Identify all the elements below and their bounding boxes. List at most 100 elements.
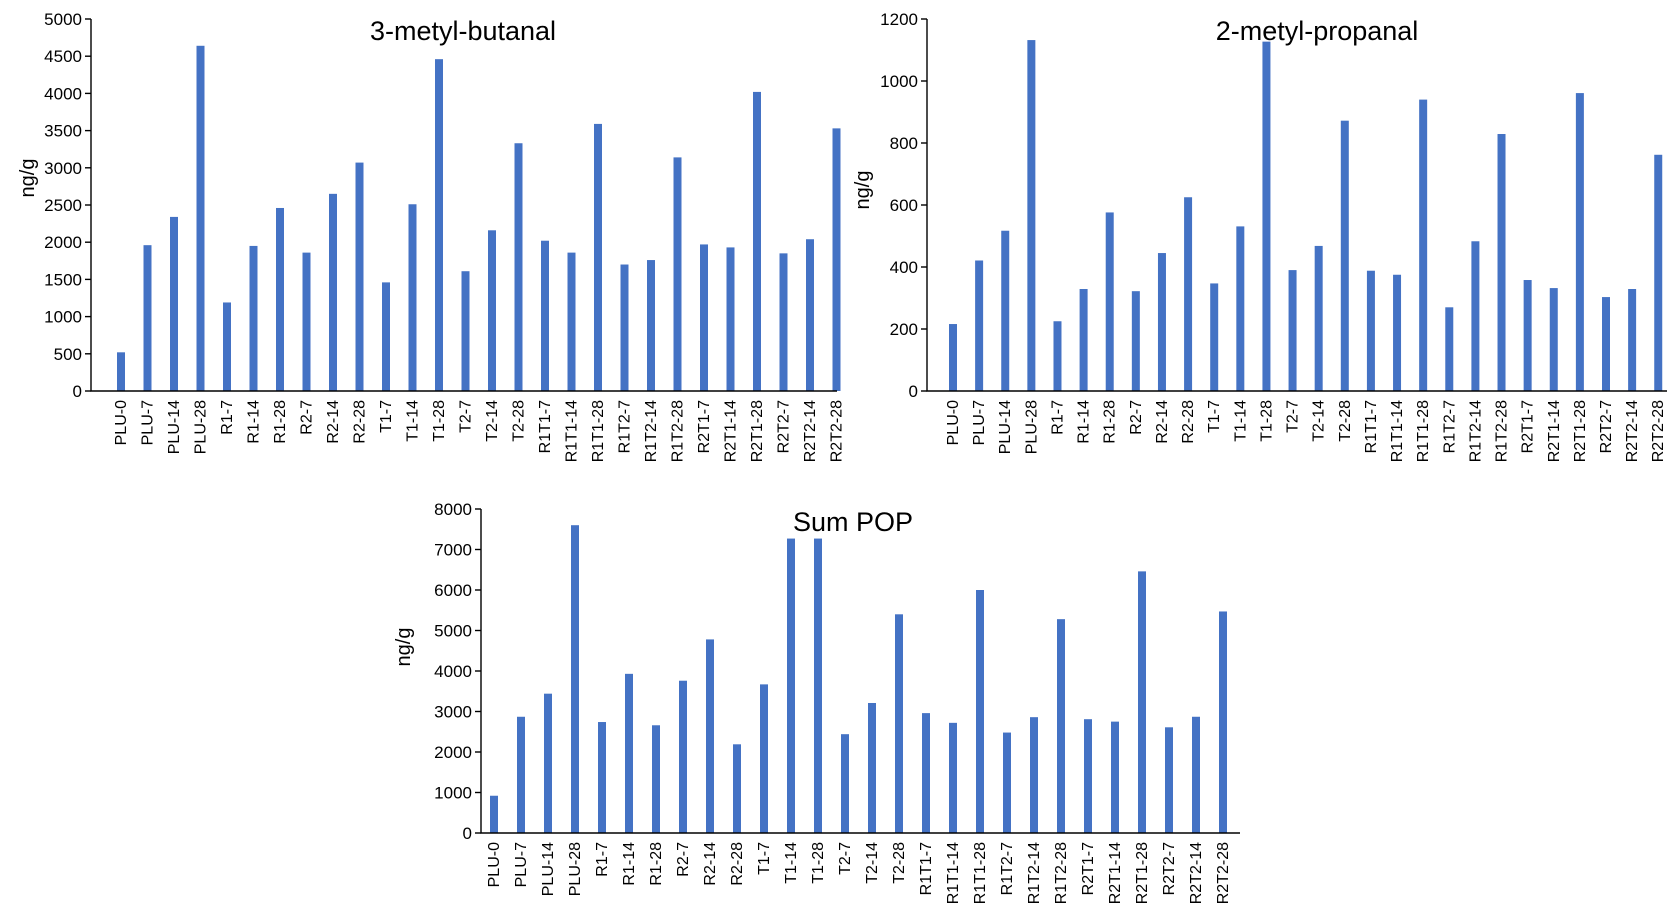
x-tick-label: R2-14	[702, 842, 719, 886]
x-tick-label: R2T1-14	[1546, 400, 1563, 462]
axis-lines	[90, 19, 837, 392]
chart-3-metyl-butanal: 3-metyl-butanal ng/g 0 500 1000 1500 2000 250…	[17, 10, 846, 462]
bar	[488, 230, 496, 391]
bar	[700, 244, 708, 391]
bar	[1138, 571, 1146, 833]
y-tick-label: 2000	[434, 743, 472, 762]
x-tick-label: T2-14	[1311, 400, 1328, 442]
bar	[1236, 226, 1245, 391]
y-tick-label: 4000	[434, 662, 472, 681]
bar	[1445, 307, 1454, 391]
bar	[652, 725, 660, 833]
x-tick-label: R2T2-7	[1161, 842, 1178, 895]
bar	[975, 260, 984, 391]
x-tick-label: R1T1-7	[537, 400, 554, 453]
bar	[1053, 321, 1062, 391]
y-tick-label: 0	[73, 382, 82, 401]
bar	[571, 525, 579, 833]
x-tick-label: R1T2-7	[617, 400, 634, 453]
bar	[1497, 134, 1506, 391]
x-tick-label: R1T1-14	[564, 400, 581, 462]
bar	[1079, 289, 1088, 391]
bar	[647, 260, 655, 391]
x-tick-label: R1T1-14	[1389, 400, 1406, 462]
x-axis: PLU-0 PLU-7 PLU-14 PLU-28 R1-7 R1-14 R1-28 R2-7…	[113, 400, 846, 462]
bar	[302, 252, 311, 391]
bar	[1030, 717, 1038, 833]
bar	[841, 734, 849, 833]
bar	[787, 538, 795, 833]
x-tick-label: R1T1-28	[1415, 400, 1432, 462]
x-tick-label: R2-7	[299, 400, 316, 435]
bar-series	[490, 525, 1227, 833]
y-tick-label: 200	[890, 320, 918, 339]
y-tick-label: 400	[890, 258, 918, 277]
bar	[541, 240, 549, 391]
bar	[117, 352, 125, 391]
bar	[1628, 289, 1637, 391]
x-tick-label: R1-28	[1102, 400, 1119, 444]
bar	[544, 693, 552, 833]
x-tick-label: PLU-0	[113, 400, 130, 445]
x-tick-label: R2-28	[352, 400, 369, 444]
bar	[1105, 212, 1114, 391]
y-tick-label: 2000	[44, 233, 82, 252]
y-tick-label: 5000	[44, 10, 82, 29]
bar	[868, 702, 876, 833]
x-tick-label: R2T1-28	[1572, 400, 1589, 462]
x-tick-label: R2T2-7	[1598, 400, 1615, 453]
y-axis: 0 1000 2000 3000 4000 5000 6000 7000 8000	[434, 500, 481, 843]
bar	[170, 216, 178, 391]
axis-lines	[926, 19, 1667, 392]
y-tick-label: 1500	[44, 270, 82, 289]
x-tick-label: PLU-7	[513, 842, 530, 887]
x-tick-label: R1T2-14	[643, 400, 660, 462]
bar	[779, 253, 788, 391]
x-tick-label: R1-28	[648, 842, 665, 886]
bar	[1003, 732, 1011, 833]
x-tick-label: R2T2-14	[1624, 400, 1641, 462]
bar	[1192, 716, 1200, 833]
bar	[196, 45, 205, 392]
bar	[1523, 280, 1532, 391]
y-tick-label: 500	[54, 345, 82, 364]
bar	[435, 59, 443, 392]
bar	[143, 245, 152, 391]
bar	[673, 157, 682, 391]
x-tick-label: T1-28	[1258, 400, 1275, 442]
bar	[625, 673, 633, 833]
x-tick-label: R2-28	[729, 842, 746, 886]
bar	[949, 324, 957, 391]
y-tick-label: 3000	[44, 159, 82, 178]
chart-sum-pop: Sum POP ng/g 0 1000 2000 3000 4000 5000 6000 70…	[393, 500, 1240, 904]
bar	[276, 207, 284, 391]
bar-series	[949, 40, 1663, 392]
x-tick-label: PLU-14	[166, 400, 183, 454]
chart-title: Sum POP	[793, 507, 913, 537]
bar	[832, 128, 841, 392]
bar	[976, 590, 984, 833]
x-tick-label: R1T1-7	[918, 842, 935, 895]
y-tick-label: 1200	[880, 10, 918, 29]
y-tick-label: 0	[909, 382, 918, 401]
chart-title: 3-metyl-butanal	[370, 16, 556, 46]
x-tick-label: R2T2-28	[1650, 400, 1667, 462]
x-tick-label: R2T1-28	[749, 400, 766, 462]
bar	[1314, 245, 1323, 391]
x-tick-label: R2T1-7	[696, 400, 713, 453]
x-tick-label: PLU-0	[486, 842, 503, 887]
bar	[1184, 197, 1193, 391]
bar	[1084, 719, 1092, 833]
x-tick-label: PLU-7	[971, 400, 988, 445]
y-tick-label: 1000	[880, 72, 918, 91]
x-tick-label: R1-14	[246, 400, 263, 444]
x-tick-label: R1T2-7	[999, 842, 1016, 895]
x-tick-label: T2-7	[458, 400, 475, 433]
bar	[567, 252, 576, 391]
bar	[490, 795, 498, 833]
bar	[922, 713, 930, 833]
y-tick-label: 1000	[44, 308, 82, 327]
axis-lines	[480, 509, 1240, 834]
bar	[814, 538, 822, 833]
x-axis: PLU-0 PLU-7 PLU-14 PLU-28 R1-7 R1-14 R1-28 R2-7…	[486, 842, 1232, 904]
